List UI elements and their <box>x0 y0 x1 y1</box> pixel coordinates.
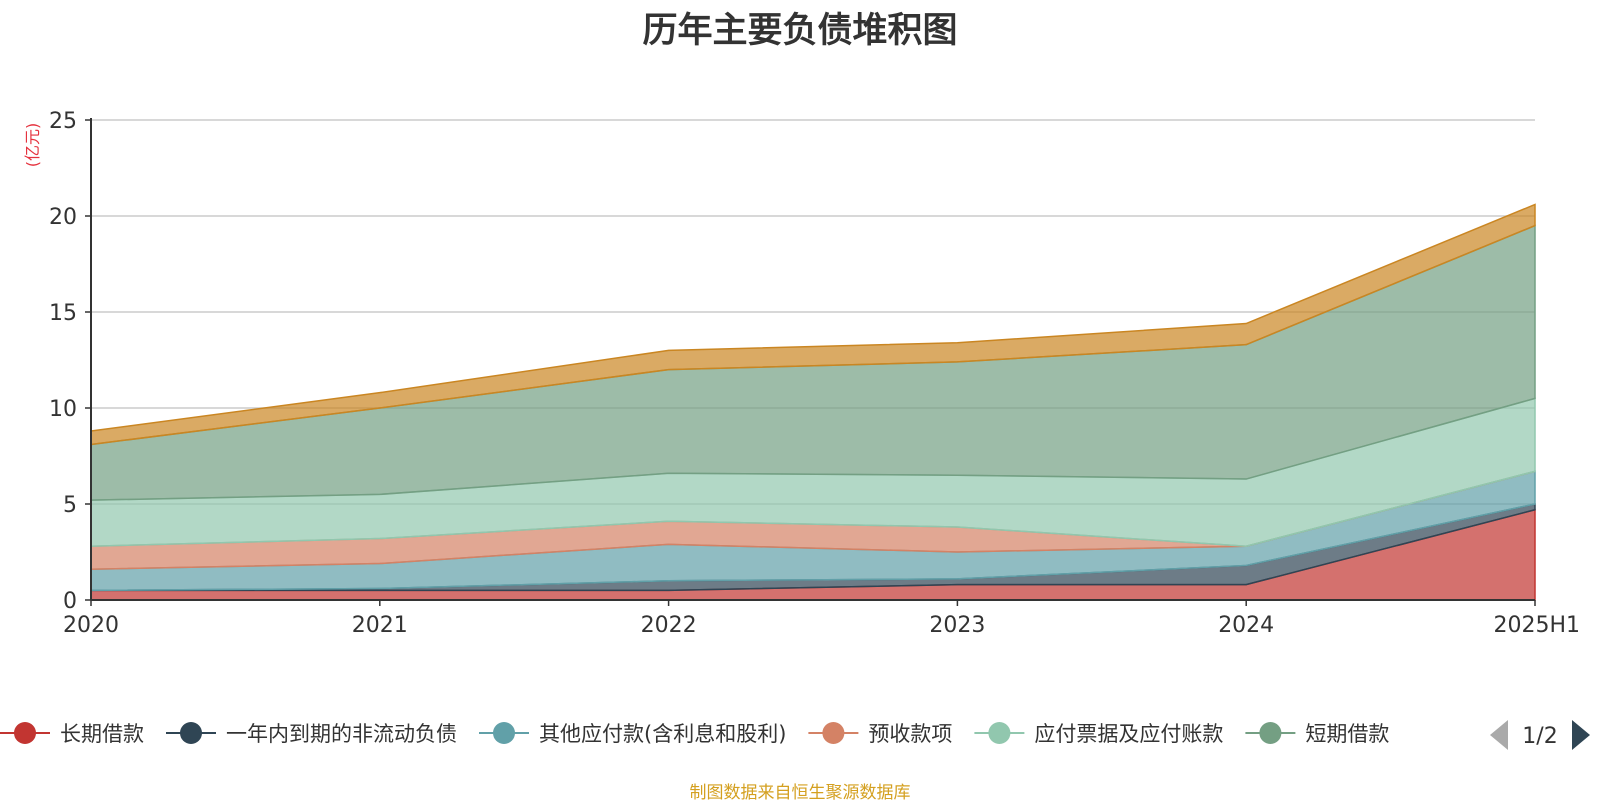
legend-marker <box>1259 722 1282 744</box>
x-tick-label: 2022 <box>641 613 697 638</box>
legend-next-icon[interactable] <box>1572 720 1590 750</box>
legend-prev-icon[interactable] <box>1490 720 1508 750</box>
y-tick-label: 0 <box>63 589 77 614</box>
legend-item-1[interactable]: 一年内到期的非流动负债 <box>166 722 457 746</box>
legend-label: 其他应付款(含利息和股利) <box>539 722 786 746</box>
x-tick-label: 2023 <box>929 613 985 638</box>
legend-marker <box>493 722 515 744</box>
x-tick-label: 2024 <box>1218 613 1274 638</box>
legend-marker <box>822 722 845 744</box>
y-tick-label: 15 <box>49 301 77 326</box>
legend: 长期借款 一年内到期的非流动负债 其他应付款(含利息和股利) 预收款项 应付票据及应付账… <box>0 722 1389 746</box>
legend-item-5[interactable]: 短期借款 <box>1245 722 1389 746</box>
y-unit-label: (亿元) <box>23 123 42 168</box>
legend-pager: 1/2 <box>1490 720 1590 750</box>
legend-label: 应付票据及应付账款 <box>1034 722 1223 746</box>
legend-item-0[interactable]: 长期借款 <box>0 722 144 746</box>
x-tick-label: 2021 <box>352 613 408 638</box>
legend-label: 长期借款 <box>60 722 144 746</box>
legend-item-2[interactable]: 其他应付款(含利息和股利) <box>479 722 786 746</box>
legend-label: 预收款项 <box>868 722 952 746</box>
x-tick-label: 2020 <box>63 613 119 638</box>
chart-title: 历年主要负债堆积图 <box>642 11 958 51</box>
y-tick-label: 20 <box>49 205 77 230</box>
legend-marker <box>14 722 36 744</box>
y-tick-label: 25 <box>49 109 77 134</box>
legend-marker <box>988 722 1011 744</box>
legend-item-4[interactable]: 应付票据及应付账款 <box>974 722 1223 746</box>
y-tick-label: 5 <box>63 493 77 518</box>
legend-label: 一年内到期的非流动负债 <box>226 722 457 746</box>
legend-page-indicator: 1/2 <box>1522 724 1557 749</box>
area-series-6 <box>90 203 1536 446</box>
axes: 0 5 10 15 20 25 2020 2021 2022 2023 2024 2025H1 (亿元) <box>23 109 1580 638</box>
y-tick-label: 10 <box>49 397 77 422</box>
legend-marker <box>180 722 202 744</box>
legend-label: 短期借款 <box>1305 722 1389 746</box>
legend-item-3[interactable]: 预收款项 <box>808 722 952 746</box>
x-tick-label: 2025H1 <box>1493 613 1580 638</box>
source-note: 制图数据来自恒生聚源数据库 <box>689 783 911 803</box>
area-series <box>90 203 1536 601</box>
